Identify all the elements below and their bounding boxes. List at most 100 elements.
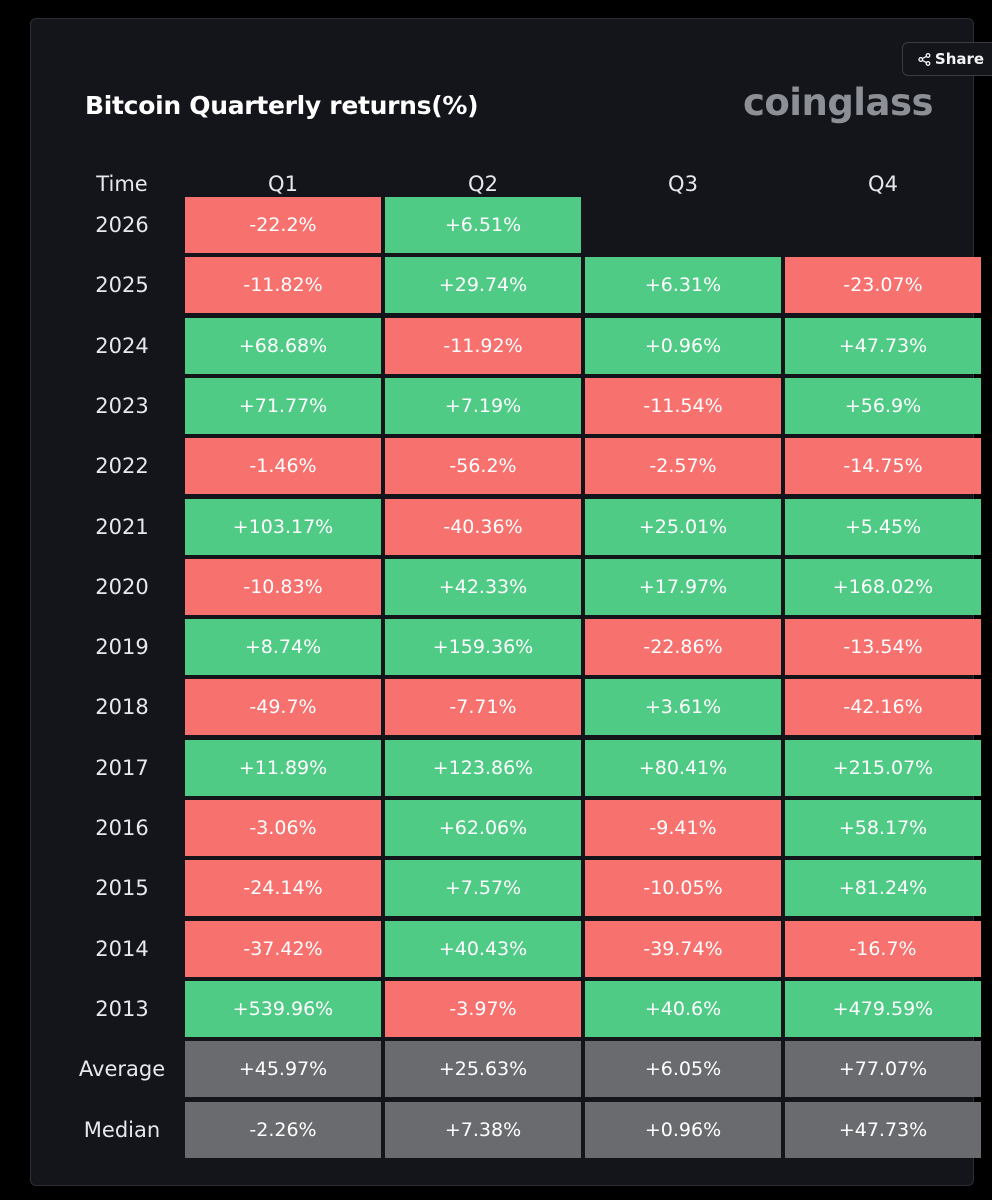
return-cell-q4: -13.54%: [785, 619, 981, 675]
row-label: 2019: [95, 635, 149, 659]
return-cell-q3: +0.96%: [585, 1102, 781, 1158]
table-row: 2020 -10.83% +42.33% +17.97% +168.02%: [61, 557, 983, 617]
return-cell-q4: +168.02%: [785, 559, 981, 615]
row-label: 2018: [95, 695, 149, 719]
return-cell-q2: +42.33%: [385, 559, 581, 615]
row-label: 2016: [95, 816, 149, 840]
row-label: 2017: [95, 756, 149, 780]
return-cell-q3: +40.6%: [585, 981, 781, 1037]
return-cell-q4: +47.73%: [785, 1102, 981, 1158]
return-cell-q1: +103.17%: [185, 499, 381, 555]
return-cell-q1: +11.89%: [185, 740, 381, 796]
return-cell-q2: -7.71%: [385, 679, 581, 735]
return-cell-q2: +25.63%: [385, 1041, 581, 1097]
return-cell-q2: +7.19%: [385, 378, 581, 434]
return-cell-q3: +3.61%: [585, 679, 781, 735]
return-cell-q3: +6.31%: [585, 257, 781, 313]
table-row: 2021 +103.17% -40.36% +25.01% +5.45%: [61, 497, 983, 557]
return-cell-q2: +40.43%: [385, 921, 581, 977]
return-cell-q2: -40.36%: [385, 499, 581, 555]
return-cell-q1: -1.46%: [185, 438, 381, 494]
return-cell-q1: -10.83%: [185, 559, 381, 615]
return-cell-q4: -14.75%: [785, 438, 981, 494]
row-label: 2025: [95, 273, 149, 297]
return-cell-q4: +58.17%: [785, 800, 981, 856]
row-label: 2015: [95, 876, 149, 900]
return-cell-q2: +62.06%: [385, 800, 581, 856]
return-cell-q2: +7.38%: [385, 1102, 581, 1158]
column-header-q1: Q1: [268, 172, 298, 196]
return-cell-q2: -11.92%: [385, 318, 581, 374]
return-cell-q2: +29.74%: [385, 257, 581, 313]
return-cell-q4: +56.9%: [785, 378, 981, 434]
table-row: 2022 -1.46% -56.2% -2.57% -14.75%: [61, 436, 983, 496]
return-cell-q4: +47.73%: [785, 318, 981, 374]
return-cell-q3: -11.54%: [585, 378, 781, 434]
return-cell-q2: +159.36%: [385, 619, 581, 675]
return-cell-q1: -2.26%: [185, 1102, 381, 1158]
return-cell-q1: +539.96%: [185, 981, 381, 1037]
return-cell-q3: +6.05%: [585, 1041, 781, 1097]
column-header-q3: Q3: [668, 172, 698, 196]
table-row: 2015 -24.14% +7.57% -10.05% +81.24%: [61, 858, 983, 918]
row-label: 2022: [95, 454, 149, 478]
row-label: 2020: [95, 575, 149, 599]
column-header-q4: Q4: [868, 172, 898, 196]
return-cell-q1: -24.14%: [185, 860, 381, 916]
table-row: Average +45.97% +25.63% +6.05% +77.07%: [61, 1039, 983, 1099]
return-cell-q2: +7.57%: [385, 860, 581, 916]
return-cell-q1: +45.97%: [185, 1041, 381, 1097]
table-row: 2014 -37.42% +40.43% -39.74% -16.7%: [61, 919, 983, 979]
row-label: 2021: [95, 515, 149, 539]
row-label: 2013: [95, 997, 149, 1021]
table-row: 2016 -3.06% +62.06% -9.41% +58.17%: [61, 798, 983, 858]
return-cell-q4: +479.59%: [785, 981, 981, 1037]
return-cell-q1: +71.77%: [185, 378, 381, 434]
row-label: Average: [78, 1057, 166, 1081]
return-cell-q3: +17.97%: [585, 559, 781, 615]
row-label: 2024: [95, 334, 149, 358]
table-row: 2019 +8.74% +159.36% -22.86% -13.54%: [61, 617, 983, 677]
return-cell-q3: +80.41%: [585, 740, 781, 796]
table-row: 2026 -22.2% +6.51%: [61, 195, 983, 255]
row-label: 2014: [95, 937, 149, 961]
share-icon: [918, 52, 931, 66]
share-button[interactable]: Share: [902, 42, 992, 76]
return-cell-q3: -9.41%: [585, 800, 781, 856]
table-row: 2023 +71.77% +7.19% -11.54% +56.9%: [61, 376, 983, 436]
return-cell-q4: [785, 197, 981, 253]
return-cell-q4: +77.07%: [785, 1041, 981, 1097]
row-label: 2023: [95, 394, 149, 418]
return-cell-q3: [585, 197, 781, 253]
return-cell-q3: -39.74%: [585, 921, 781, 977]
table-header: Time Q1 Q2 Q3 Q4: [61, 155, 983, 213]
return-cell-q4: +215.07%: [785, 740, 981, 796]
return-cell-q2: +123.86%: [385, 740, 581, 796]
coinglass-logo: coinglass: [742, 81, 934, 124]
table-row: 2024 +68.68% -11.92% +0.96% +47.73%: [61, 316, 983, 376]
table-row: Median -2.26% +7.38% +0.96% +47.73%: [61, 1100, 983, 1160]
share-label: Share: [934, 50, 985, 68]
return-cell-q1: -3.06%: [185, 800, 381, 856]
return-cell-q4: +81.24%: [785, 860, 981, 916]
return-cell-q1: +68.68%: [185, 318, 381, 374]
column-header-time: Time: [96, 172, 148, 196]
table-row: 2025 -11.82% +29.74% +6.31% -23.07%: [61, 255, 983, 315]
return-cell-q3: -22.86%: [585, 619, 781, 675]
return-cell-q1: +8.74%: [185, 619, 381, 675]
return-cell-q4: -42.16%: [785, 679, 981, 735]
table-row: 2013 +539.96% -3.97% +40.6% +479.59%: [61, 979, 983, 1039]
row-label: Median: [83, 1118, 161, 1142]
return-cell-q2: +6.51%: [385, 197, 581, 253]
table-row: 2017 +11.89% +123.86% +80.41% +215.07%: [61, 738, 983, 798]
return-cell-q4: +5.45%: [785, 499, 981, 555]
page-title: Bitcoin Quarterly returns(%): [85, 91, 479, 120]
row-label: 2026: [95, 213, 149, 237]
return-cell-q3: -10.05%: [585, 860, 781, 916]
return-cell-q1: -22.2%: [185, 197, 381, 253]
returns-card: Share Bitcoin Quarterly returns(%) coing…: [30, 18, 992, 1186]
return-cell-q1: -11.82%: [185, 257, 381, 313]
return-cell-q3: +25.01%: [585, 499, 781, 555]
return-cell-q3: -2.57%: [585, 438, 781, 494]
return-cell-q1: -37.42%: [185, 921, 381, 977]
